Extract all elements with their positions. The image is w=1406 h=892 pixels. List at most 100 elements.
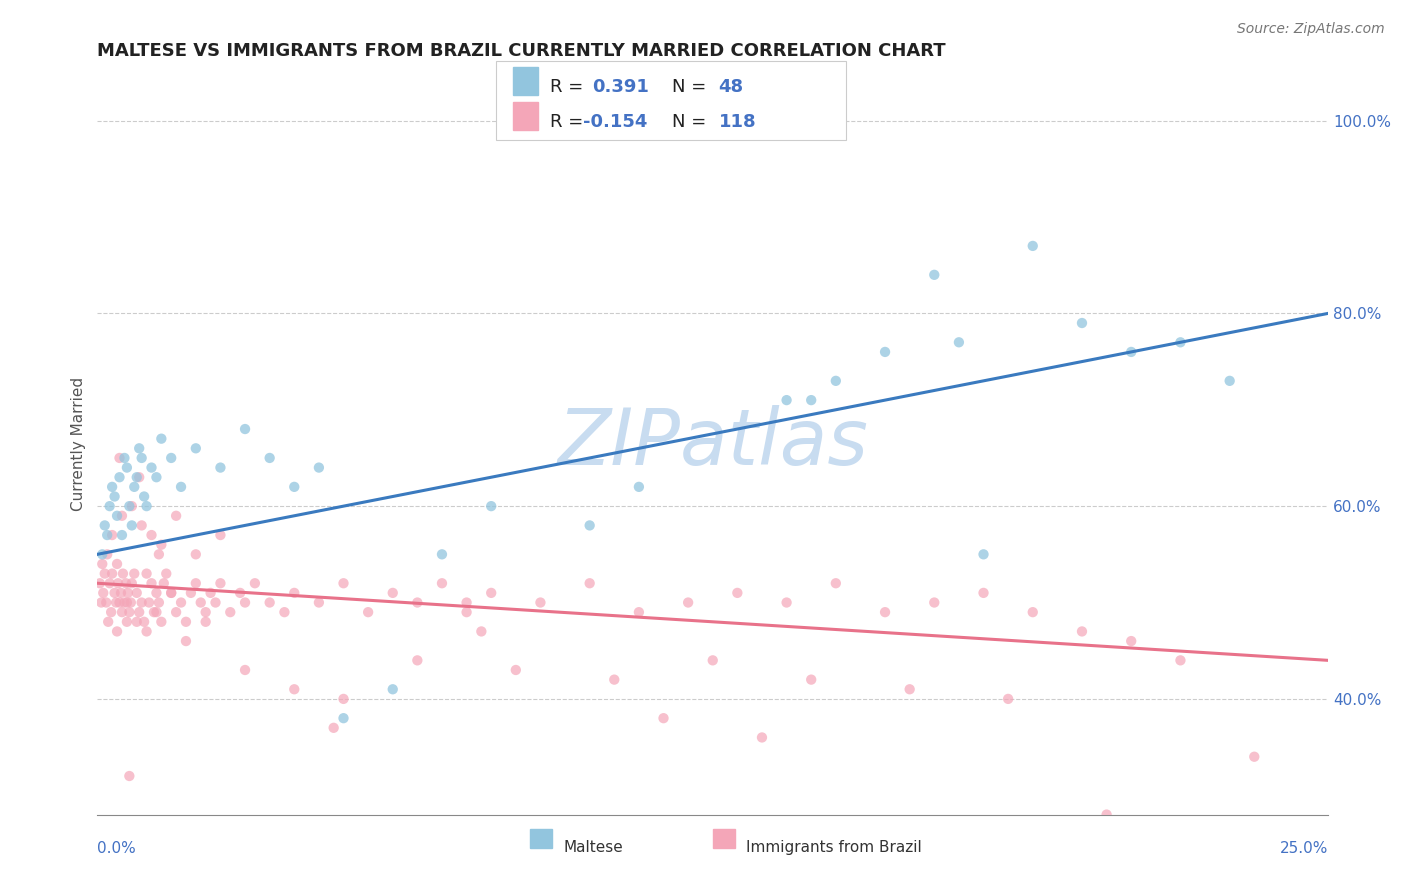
- Point: [111, 566, 134, 581]
- Point: [332, 576, 354, 591]
- Point: [676, 595, 699, 609]
- Point: [100, 605, 122, 619]
- Point: [322, 721, 344, 735]
- Point: [135, 566, 157, 581]
- Point: [131, 595, 153, 609]
- Point: [108, 470, 131, 484]
- Point: [120, 595, 142, 609]
- Point: [112, 450, 135, 465]
- Point: [141, 460, 163, 475]
- Point: [138, 595, 160, 609]
- Point: [898, 682, 921, 697]
- Point: [1022, 605, 1045, 619]
- Point: [922, 595, 945, 609]
- Point: [98, 499, 121, 513]
- Point: [91, 547, 114, 561]
- Point: [121, 576, 143, 591]
- Point: [111, 508, 134, 523]
- Point: [124, 566, 146, 581]
- Text: R =: R =: [550, 78, 589, 95]
- Point: [229, 586, 252, 600]
- Point: [96, 595, 118, 609]
- Text: 118: 118: [718, 112, 756, 130]
- Point: [128, 470, 150, 484]
- Point: [430, 547, 453, 561]
- Point: [259, 595, 281, 609]
- Point: [1170, 335, 1192, 350]
- Point: [1095, 807, 1118, 822]
- Point: [873, 605, 896, 619]
- Point: [93, 518, 115, 533]
- Point: [922, 268, 945, 282]
- Point: [90, 595, 112, 609]
- Point: [1219, 374, 1241, 388]
- Point: [1071, 624, 1094, 639]
- Point: [125, 586, 148, 600]
- Point: [141, 576, 163, 591]
- Point: [107, 576, 129, 591]
- Point: [751, 731, 773, 745]
- Point: [150, 538, 173, 552]
- Point: [702, 653, 724, 667]
- Point: [184, 442, 207, 456]
- Point: [505, 663, 527, 677]
- Point: [108, 595, 131, 609]
- Point: [627, 605, 650, 619]
- Point: [603, 673, 626, 687]
- Point: [529, 595, 551, 609]
- Point: [96, 528, 118, 542]
- Point: [134, 490, 156, 504]
- Point: [101, 566, 124, 581]
- Point: [115, 595, 138, 609]
- Point: [219, 605, 242, 619]
- Point: [115, 460, 138, 475]
- Point: [180, 586, 202, 600]
- Point: [145, 586, 167, 600]
- Text: MALTESE VS IMMIGRANTS FROM BRAZIL CURRENTLY MARRIED CORRELATION CHART: MALTESE VS IMMIGRANTS FROM BRAZIL CURREN…: [97, 42, 946, 60]
- Point: [273, 605, 295, 619]
- Point: [184, 576, 207, 591]
- Point: [101, 528, 124, 542]
- Point: [174, 615, 197, 629]
- Text: 0.0%: 0.0%: [97, 841, 136, 856]
- Point: [973, 586, 995, 600]
- Point: [479, 499, 502, 513]
- Point: [283, 480, 305, 494]
- Text: Immigrants from Brazil: Immigrants from Brazil: [747, 839, 922, 855]
- Point: [204, 595, 226, 609]
- Point: [165, 605, 187, 619]
- Point: [145, 470, 167, 484]
- Point: [124, 480, 146, 494]
- Point: [103, 490, 125, 504]
- Point: [153, 576, 176, 591]
- Point: [160, 586, 183, 600]
- Point: [824, 374, 846, 388]
- Point: [1170, 653, 1192, 667]
- Point: [112, 595, 135, 609]
- Point: [233, 663, 256, 677]
- Point: [194, 605, 217, 619]
- Point: [1243, 749, 1265, 764]
- Point: [470, 624, 492, 639]
- Point: [110, 586, 132, 600]
- Point: [135, 624, 157, 639]
- Point: [283, 682, 305, 697]
- Point: [115, 576, 138, 591]
- Y-axis label: Currently Married: Currently Married: [72, 376, 86, 510]
- Point: [121, 499, 143, 513]
- Point: [1121, 345, 1143, 359]
- Point: [479, 586, 502, 600]
- Point: [259, 450, 281, 465]
- Point: [308, 460, 330, 475]
- Point: [93, 566, 115, 581]
- Point: [578, 518, 600, 533]
- Text: -0.154: -0.154: [583, 112, 648, 130]
- Point: [131, 518, 153, 533]
- Point: [91, 557, 114, 571]
- Point: [997, 692, 1019, 706]
- Point: [108, 450, 131, 465]
- Point: [652, 711, 675, 725]
- Point: [209, 576, 232, 591]
- Point: [233, 595, 256, 609]
- Text: ZIPatlas: ZIPatlas: [557, 406, 868, 482]
